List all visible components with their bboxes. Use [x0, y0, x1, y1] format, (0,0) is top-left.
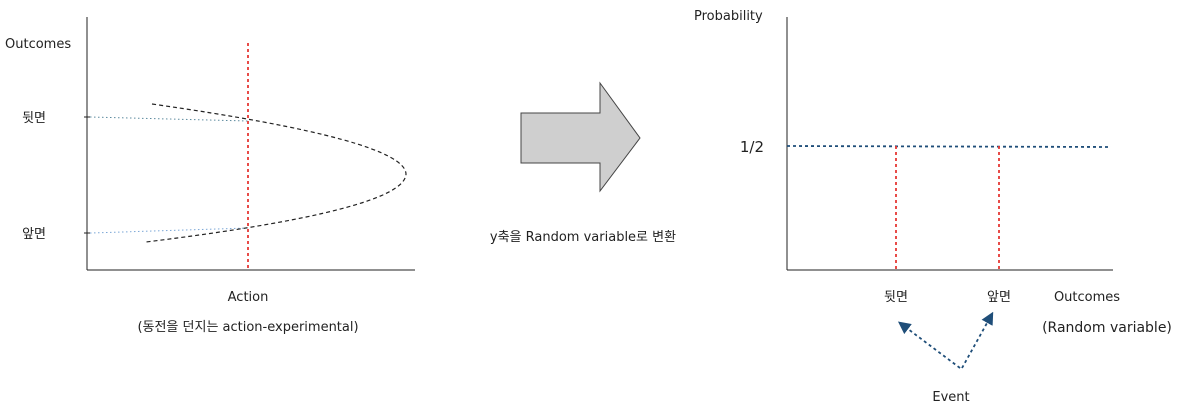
event-arrow-right: [961, 311, 994, 369]
guide-line-top: [89, 116, 249, 122]
right-x-axis-sublabel: (Random variable): [1042, 320, 1172, 336]
transform-arrow: y축을 Random variable로 변환: [490, 81, 676, 245]
right-y-axis-label: Probability: [694, 9, 763, 24]
event-label: Event: [932, 390, 969, 405]
left-caption: (동전을 던지는 action-experimental): [137, 320, 358, 335]
guide-line-bottom: [89, 227, 249, 234]
left-y-axis-label: Outcomes: [5, 37, 71, 52]
right-x-tick-2: 앞면: [987, 290, 1011, 305]
mapping-curve: [145, 103, 407, 243]
right-panel: Probability 1/2 뒷면 앞면 Outcomes (Random v…: [694, 9, 1172, 405]
transform-label: y축을 Random variable로 변환: [490, 230, 676, 245]
big-right-arrow: [520, 81, 641, 193]
right-x-axis-label: Outcomes: [1054, 290, 1120, 305]
left-panel: Outcomes 뒷면 앞면 Action (동전을 던지는 action-ex…: [5, 17, 415, 335]
right-y-tick-half: 1/2: [740, 138, 764, 156]
left-tick-label-top: 뒷면: [22, 111, 46, 126]
left-tick-label-bottom: 앞면: [22, 227, 46, 242]
probability-half-line: [786, 145, 1112, 148]
left-x-axis-label: Action: [228, 290, 269, 305]
event-arrow-left: [897, 321, 961, 369]
right-x-tick-1: 뒷면: [884, 290, 908, 305]
